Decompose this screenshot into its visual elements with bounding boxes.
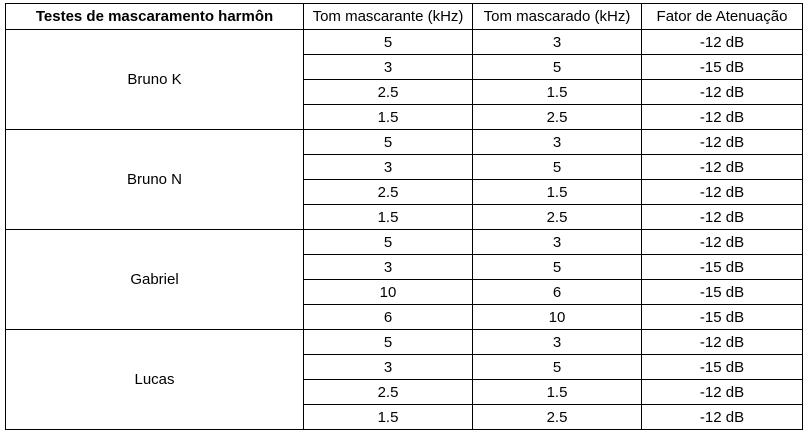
masking-tone-cell: 6 [303, 304, 473, 330]
table-row: 3 5 -15 dB [6, 254, 803, 280]
table-row: Gabriel 5 3 -12 dB [5, 229, 803, 330]
attenuation-cell: -15 dB [641, 304, 803, 330]
attenuation-cell: -12 dB [641, 404, 803, 430]
masked-tone-cell: 5 [472, 254, 642, 280]
table-row: 6 10 -15 dB [6, 304, 803, 330]
header-masked-tone: Tom mascarado (kHz) [472, 3, 642, 30]
masked-tone-cell: 3 [472, 229, 642, 255]
table-row: Bruno K 5 3 -12 dB [5, 29, 803, 130]
table-row: 3 5 -12 dB [6, 154, 803, 180]
masking-tone-cell: 5 [303, 29, 473, 55]
masking-tone-cell: 5 [303, 129, 473, 155]
attenuation-cell: -12 dB [641, 129, 803, 155]
attenuation-cell: -15 dB [641, 354, 803, 380]
table-row: 10 6 -15 dB [6, 279, 803, 305]
masked-tone-cell: 3 [472, 129, 642, 155]
masking-tone-cell: 3 [303, 254, 473, 280]
attenuation-cell: -12 dB [641, 79, 803, 105]
header-attenuation-factor: Fator de Atenuação [641, 3, 803, 30]
masked-tone-cell: 3 [472, 29, 642, 55]
masked-tone-cell: 3 [472, 329, 642, 355]
attenuation-cell: -12 dB [641, 29, 803, 55]
masked-tone-cell: 5 [472, 154, 642, 180]
masking-tone-cell: 3 [303, 54, 473, 80]
table-row: 1.5 2.5 -12 dB [6, 104, 803, 130]
masking-tone-cell: 1.5 [303, 204, 473, 230]
attenuation-cell: -12 dB [641, 179, 803, 205]
subject-name-cell: Bruno N [5, 129, 304, 230]
table-row: 1.5 2.5 -12 dB [6, 404, 803, 430]
masking-tone-cell: 1.5 [303, 404, 473, 430]
masked-tone-cell: 10 [472, 304, 642, 330]
masked-tone-cell: 6 [472, 279, 642, 305]
attenuation-cell: -12 dB [641, 229, 803, 255]
masking-tone-cell: 3 [303, 354, 473, 380]
masking-tone-cell: 2.5 [303, 79, 473, 105]
table-row: 2.5 1.5 -12 dB [6, 79, 803, 105]
table-header-row: Testes de mascaramento harmôn Tom mascar… [5, 3, 803, 30]
table-row: Lucas 5 3 -12 dB [5, 329, 803, 430]
masking-tests-table: Testes de mascaramento harmôn Tom mascar… [5, 3, 803, 430]
masking-tone-cell: 10 [303, 279, 473, 305]
masking-tone-cell: 2.5 [303, 379, 473, 405]
attenuation-cell: -12 dB [641, 204, 803, 230]
masked-tone-cell: 1.5 [472, 79, 642, 105]
masking-tone-cell: 2.5 [303, 179, 473, 205]
header-test-subject: Testes de mascaramento harmôn [5, 3, 304, 30]
masking-tone-cell: 1.5 [303, 104, 473, 130]
table-row: Bruno N 5 3 -12 dB [5, 129, 803, 230]
table-row: 2.5 1.5 -12 dB [6, 179, 803, 205]
subject-name-cell: Lucas [5, 329, 304, 430]
attenuation-cell: -15 dB [641, 279, 803, 305]
masked-tone-cell: 5 [472, 54, 642, 80]
subject-name-cell: Bruno K [5, 29, 304, 130]
table-row: 2.5 1.5 -12 dB [6, 379, 803, 405]
masked-tone-cell: 2.5 [472, 404, 642, 430]
masked-tone-cell: 2.5 [472, 204, 642, 230]
attenuation-cell: -12 dB [641, 329, 803, 355]
masked-tone-cell: 2.5 [472, 104, 642, 130]
table-row: 1.5 2.5 -12 dB [6, 204, 803, 230]
attenuation-cell: -15 dB [641, 54, 803, 80]
masking-tone-cell: 5 [303, 329, 473, 355]
table-body: Bruno K 5 3 -12 dB 3 5 -15 dB 2.5 1.5 -12 dB 1.5 2.… [5, 29, 803, 430]
subject-name-cell: Gabriel [5, 229, 304, 330]
masking-tone-cell: 5 [303, 229, 473, 255]
header-masking-tone: Tom mascarante (kHz) [303, 3, 473, 30]
attenuation-cell: -15 dB [641, 254, 803, 280]
attenuation-cell: -12 dB [641, 379, 803, 405]
attenuation-cell: -12 dB [641, 154, 803, 180]
masking-tone-cell: 3 [303, 154, 473, 180]
masked-tone-cell: 1.5 [472, 379, 642, 405]
masked-tone-cell: 1.5 [472, 179, 642, 205]
masked-tone-cell: 5 [472, 354, 642, 380]
attenuation-cell: -12 dB [641, 104, 803, 130]
